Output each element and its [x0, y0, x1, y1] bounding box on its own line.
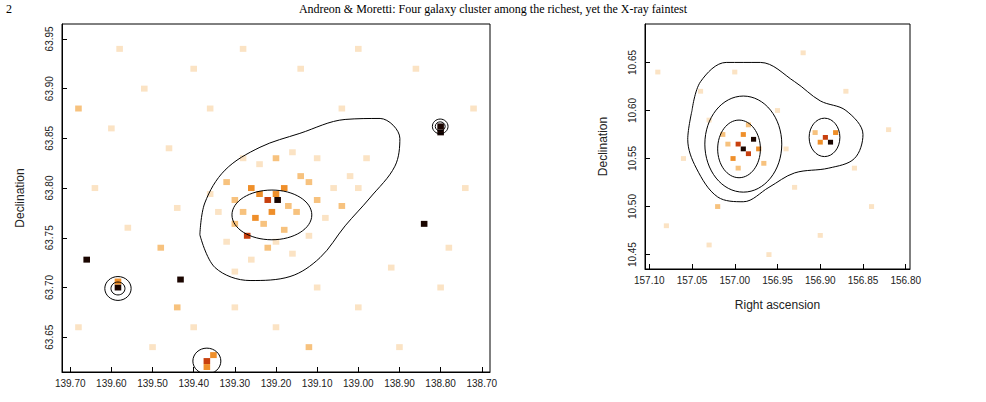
svg-text:138.70: 138.70	[466, 378, 497, 389]
svg-text:156.90: 156.90	[805, 275, 836, 286]
svg-text:156.95: 156.95	[762, 275, 793, 286]
svg-text:139.70: 139.70	[55, 378, 86, 389]
svg-text:10.60: 10.60	[627, 98, 638, 123]
svg-text:139.40: 139.40	[178, 378, 209, 389]
svg-text:157.10: 157.10	[634, 275, 665, 286]
svg-text:156.80: 156.80	[890, 275, 921, 286]
svg-text:63.95: 63.95	[44, 26, 55, 51]
svg-text:157.00: 157.00	[719, 275, 750, 286]
html-text:2: 2	[6, 2, 12, 16]
svg-text:63.85: 63.85	[44, 125, 55, 150]
svg-text:139.20: 139.20	[261, 378, 292, 389]
svg-text:139.30: 139.30	[220, 378, 251, 389]
svg-text:139.00: 139.00	[343, 378, 374, 389]
svg-text:157.05: 157.05	[677, 275, 708, 286]
svg-text:63.80: 63.80	[44, 175, 55, 200]
svg-text:10.45: 10.45	[627, 242, 638, 267]
svg-text:138.80: 138.80	[425, 378, 456, 389]
svg-text:139.10: 139.10	[302, 378, 333, 389]
svg-text:63.75: 63.75	[44, 225, 55, 250]
svg-text:139.60: 139.60	[96, 378, 127, 389]
svg-text:Declination: Declination	[596, 117, 610, 176]
svg-text:139.50: 139.50	[137, 378, 168, 389]
svg-text:Right ascension: Right ascension	[735, 298, 820, 312]
svg-text:10.50: 10.50	[627, 194, 638, 219]
svg-text:63.70: 63.70	[44, 275, 55, 300]
svg-text:156.85: 156.85	[848, 275, 879, 286]
svg-text:Declination: Declination	[13, 168, 27, 227]
svg-text:63.65: 63.65	[44, 324, 55, 349]
svg-text:10.65: 10.65	[627, 49, 638, 74]
svg-text:63.90: 63.90	[44, 76, 55, 101]
svg-text:10.55: 10.55	[627, 146, 638, 171]
html-text:Andreon & Moretti: Four galaxy: Andreon & Moretti: Four galaxy cluster a…	[298, 2, 688, 16]
svg-text:138.90: 138.90	[384, 378, 415, 389]
